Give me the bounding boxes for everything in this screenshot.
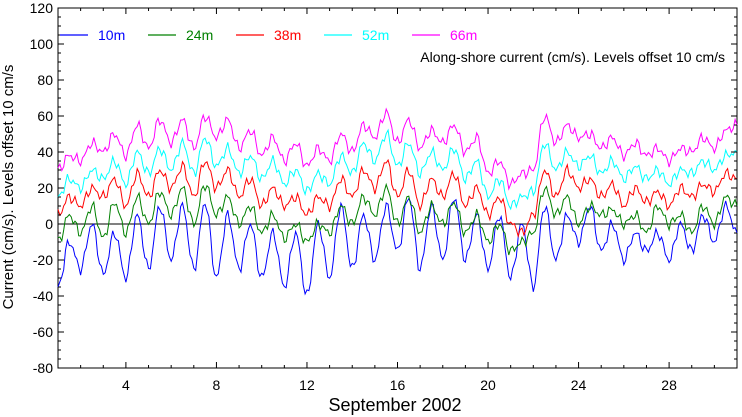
- y-tick-label: 0: [45, 216, 53, 232]
- series-line-66m: [57, 107, 738, 191]
- y-tick-label: 40: [37, 144, 53, 160]
- series-line-38m: [57, 158, 738, 239]
- x-tick-label: 4: [122, 377, 130, 393]
- y-tick-label: 20: [37, 180, 53, 196]
- x-tick-label: 28: [661, 377, 677, 393]
- x-tick-label: 16: [390, 377, 406, 393]
- legend-label-52m: 52m: [362, 27, 389, 43]
- legend-label-66m: 66m: [450, 27, 477, 43]
- x-axis-title: September 2002: [328, 395, 461, 415]
- x-tick-label: 8: [213, 377, 221, 393]
- y-tick-label: -20: [33, 252, 53, 268]
- x-tick-label: 12: [299, 377, 315, 393]
- y-tick-label: -80: [33, 360, 53, 376]
- y-tick-label: -60: [33, 324, 53, 340]
- y-tick-label: 100: [30, 36, 54, 52]
- y-axis-title: Current (cm/s). Levels offset 10 cm/s: [0, 65, 17, 310]
- x-tick-label: 20: [480, 377, 496, 393]
- y-tick-label: 80: [37, 72, 53, 88]
- legend-label-10m: 10m: [98, 27, 125, 43]
- chart-annotation: Along-shore current (cm/s). Levels offse…: [420, 49, 725, 65]
- y-tick-label: 60: [37, 108, 53, 124]
- series-layer: [57, 107, 738, 296]
- legend: 10m 24m 38m 52m 66m: [60, 27, 477, 43]
- x-tick-label: 24: [571, 377, 587, 393]
- series-line-52m: [57, 128, 738, 211]
- series-line-24m: [57, 182, 738, 256]
- axis-layer: -80 -60 -40 -20 0 20 40 60 80 100 120 4 8 12 16 20 24 28: [30, 0, 738, 393]
- y-tick-label: 120: [30, 0, 54, 16]
- legend-label-38m: 38m: [274, 27, 301, 43]
- y-tick-label: -40: [33, 288, 53, 304]
- series-line-10m: [57, 197, 738, 296]
- legend-label-24m: 24m: [186, 27, 213, 43]
